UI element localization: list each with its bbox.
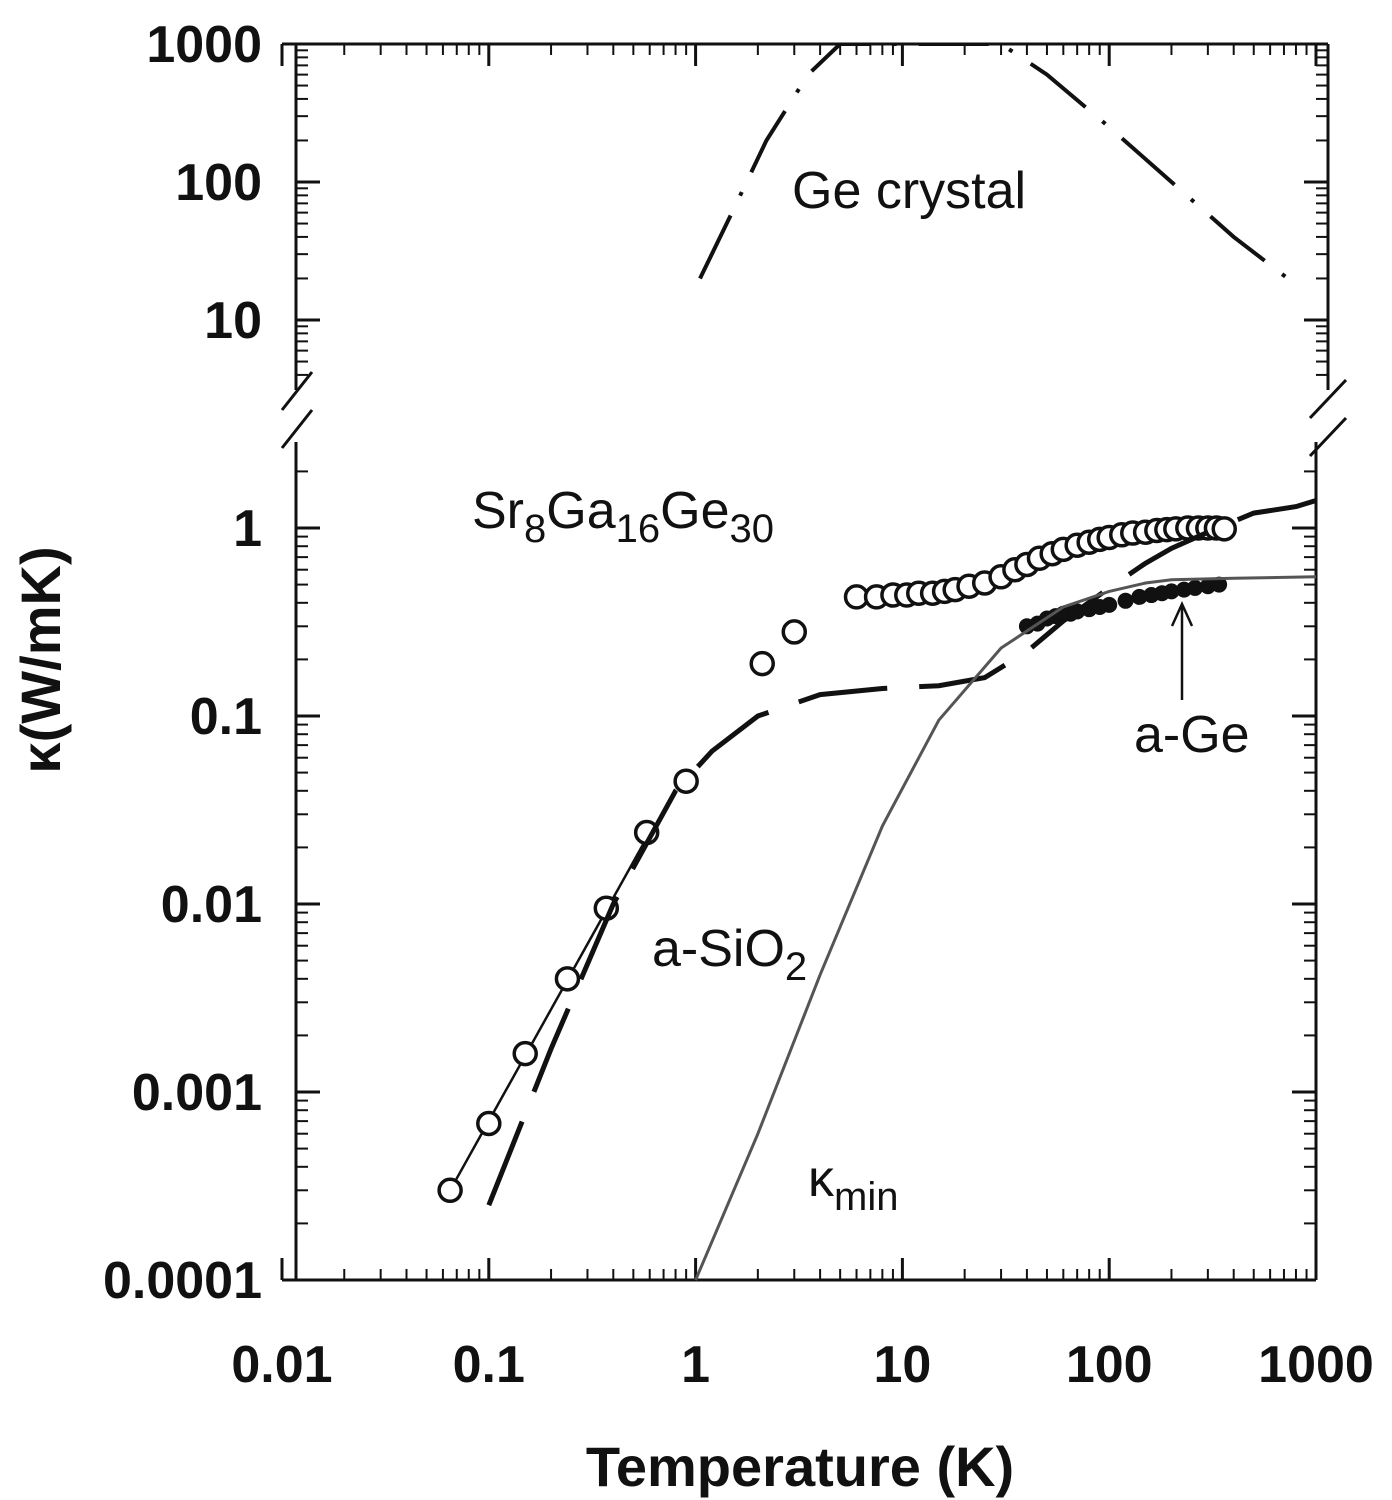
y-tick-label-upper: 1000 bbox=[146, 16, 262, 74]
ge-crystal-label: Ge crystal bbox=[792, 162, 1026, 220]
sr-data-point bbox=[512, 1040, 538, 1067]
x-axis-title: Temperature (K) bbox=[586, 1435, 1014, 1498]
x-tick-label: 100 bbox=[1066, 1336, 1153, 1394]
y-tick-label: 0.0001 bbox=[103, 1252, 262, 1310]
a-ge-arrow bbox=[1170, 600, 1194, 700]
a-ge-point bbox=[1187, 579, 1204, 596]
axes-frame bbox=[280, 42, 1348, 1282]
sr-data-point bbox=[673, 768, 699, 794]
sr-data-point bbox=[476, 1110, 502, 1137]
x-tick-label: 1 bbox=[681, 1336, 710, 1394]
series--min bbox=[694, 575, 1317, 1281]
a-sio2-curve bbox=[486, 498, 1317, 1207]
y-tick-label-upper: 100 bbox=[175, 154, 262, 212]
kmin-label: κmin bbox=[808, 1150, 898, 1219]
y-axis-title: κ(W/mK) bbox=[9, 546, 72, 773]
series-a-ge bbox=[1018, 576, 1228, 635]
x-tick-label: 10 bbox=[873, 1336, 931, 1394]
series-layer bbox=[437, 44, 1317, 1281]
sr-low-t-fit-line bbox=[449, 831, 651, 1191]
a-ge-point bbox=[1131, 588, 1148, 605]
a-ge-point bbox=[1211, 576, 1228, 593]
a-ge-label: a-Ge bbox=[1134, 706, 1250, 764]
sr-data-point bbox=[781, 619, 808, 645]
right-axis-break bbox=[1308, 378, 1348, 458]
left-axis-break bbox=[280, 371, 314, 449]
sr-data-point bbox=[1211, 516, 1237, 542]
sr-data-point bbox=[437, 1177, 463, 1204]
y-tick-label-upper: 10 bbox=[204, 292, 262, 350]
ge-crystal-curve bbox=[698, 44, 1298, 287]
sr-data-point bbox=[554, 966, 581, 992]
x-tick-label: 0.01 bbox=[231, 1336, 332, 1394]
a-ge-point bbox=[1101, 596, 1118, 613]
x-tick-label: 0.1 bbox=[453, 1336, 525, 1394]
tick-labels: 0.01 0.1 1 10 100 1000 0.0001 0.001 0.01 0.1 1 10 10… bbox=[103, 16, 1374, 1394]
y-tick-label: 0.001 bbox=[132, 1064, 262, 1122]
tick-marks bbox=[280, 42, 1328, 1282]
a-sio2-label: a-SiO2 bbox=[652, 920, 807, 989]
y-tick-label: 1 bbox=[233, 500, 262, 558]
series-a-sio2 bbox=[486, 498, 1317, 1207]
a-ge-point bbox=[1163, 583, 1180, 600]
x-tick-label: 1000 bbox=[1258, 1336, 1374, 1394]
y-tick-label: 0.01 bbox=[161, 876, 262, 934]
series-ge-crystal bbox=[698, 44, 1298, 287]
y-tick-label: 0.1 bbox=[190, 688, 262, 746]
kmin-curve bbox=[694, 575, 1317, 1281]
a-ge-point bbox=[1117, 592, 1134, 609]
sr-compound-label: Sr8Ga16Ge30 bbox=[472, 482, 774, 551]
series-sr8ga16ge30 bbox=[437, 515, 1237, 1204]
sr-data-point bbox=[749, 650, 775, 677]
